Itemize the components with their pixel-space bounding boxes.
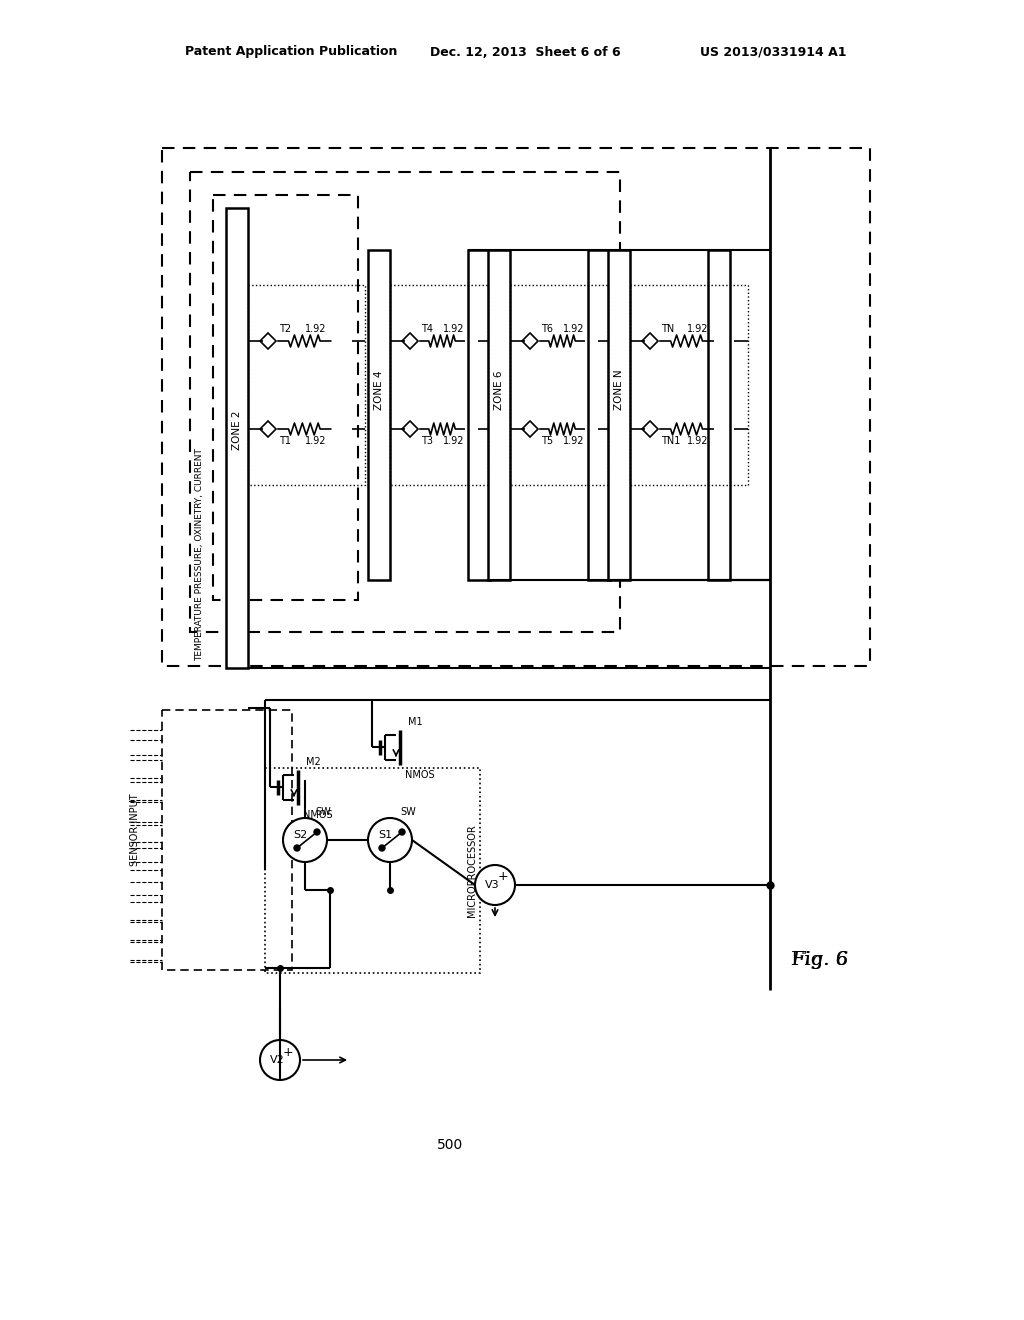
Text: M2: M2 <box>306 756 321 767</box>
Circle shape <box>314 829 319 836</box>
Text: US 2013/0331914 A1: US 2013/0331914 A1 <box>700 45 847 58</box>
Text: 1.92: 1.92 <box>562 323 584 334</box>
Bar <box>213 195 358 601</box>
Bar <box>588 249 610 579</box>
Circle shape <box>368 818 412 862</box>
Bar <box>390 285 488 484</box>
Text: SW: SW <box>315 807 331 817</box>
Text: ZONE 2: ZONE 2 <box>232 411 242 450</box>
Text: +: + <box>498 870 508 883</box>
Circle shape <box>294 845 300 851</box>
Circle shape <box>260 1040 300 1080</box>
Text: S1: S1 <box>378 830 392 840</box>
Text: MICROPROCESSOR: MICROPROCESSOR <box>467 824 477 917</box>
Text: +: + <box>283 1045 293 1059</box>
Bar <box>162 148 870 667</box>
Text: T5: T5 <box>541 436 553 446</box>
Text: 1.92: 1.92 <box>687 436 709 446</box>
Bar <box>630 285 748 484</box>
Text: TN: TN <box>662 323 674 334</box>
Text: Fig. 6: Fig. 6 <box>792 950 849 969</box>
Text: S2: S2 <box>293 830 307 840</box>
Text: T1: T1 <box>279 436 291 446</box>
Bar <box>488 249 510 579</box>
Bar <box>265 768 480 973</box>
Bar <box>468 249 490 579</box>
Circle shape <box>283 818 327 862</box>
Bar <box>608 249 630 579</box>
Bar <box>248 285 365 484</box>
Text: NMOS: NMOS <box>406 770 434 780</box>
Text: NMOS: NMOS <box>303 810 333 820</box>
Text: 500: 500 <box>437 1138 463 1152</box>
Circle shape <box>475 865 515 906</box>
Text: Fig. 6: Fig. 6 <box>792 950 849 969</box>
Circle shape <box>399 829 406 836</box>
Text: 1.92: 1.92 <box>305 323 327 334</box>
Text: TEMPERATURE PRESSURE, OXINETRY, CURRENT: TEMPERATURE PRESSURE, OXINETRY, CURRENT <box>196 449 205 661</box>
Text: ZONE 4: ZONE 4 <box>374 370 384 409</box>
Text: T2: T2 <box>279 323 291 334</box>
Text: SENSOR INPUT: SENSOR INPUT <box>130 793 140 866</box>
Text: 1.92: 1.92 <box>442 323 464 334</box>
Bar <box>708 249 730 579</box>
Text: 1.92: 1.92 <box>305 436 327 446</box>
Text: Dec. 12, 2013  Sheet 6 of 6: Dec. 12, 2013 Sheet 6 of 6 <box>430 45 621 58</box>
Text: T3: T3 <box>421 436 433 446</box>
Text: Patent Application Publication: Patent Application Publication <box>185 45 397 58</box>
Bar <box>226 209 248 668</box>
Text: ZONE N: ZONE N <box>614 370 624 411</box>
Text: V3: V3 <box>484 880 500 890</box>
Circle shape <box>379 845 385 851</box>
Text: 1.92: 1.92 <box>442 436 464 446</box>
Text: ZONE 6: ZONE 6 <box>494 370 504 409</box>
Bar <box>162 710 292 970</box>
Text: 1.92: 1.92 <box>687 323 709 334</box>
Bar <box>190 172 620 632</box>
Text: SW: SW <box>400 807 416 817</box>
Text: M1: M1 <box>408 717 423 727</box>
Text: 1.92: 1.92 <box>562 436 584 446</box>
Text: T4: T4 <box>421 323 433 334</box>
Bar <box>368 249 390 579</box>
Bar <box>510 285 608 484</box>
Text: T6: T6 <box>541 323 553 334</box>
Text: V2: V2 <box>269 1055 285 1065</box>
Text: TN1: TN1 <box>662 436 680 446</box>
